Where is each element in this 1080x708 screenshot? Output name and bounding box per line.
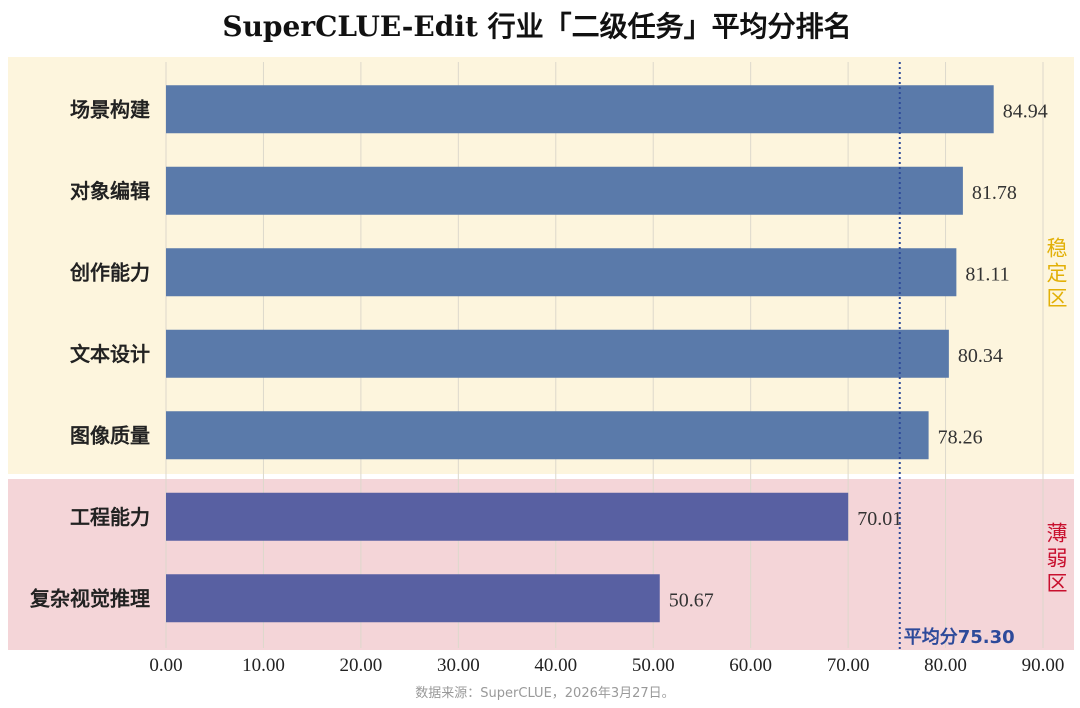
x-tick-label-1: 10.00	[242, 655, 285, 676]
bar-7	[166, 574, 660, 623]
x-tick-label-9: 90.00	[1022, 655, 1065, 676]
x-tick-label-5: 50.00	[632, 655, 675, 676]
x-tick-label-3: 30.00	[437, 655, 480, 676]
x-tick-label-8: 80.00	[924, 655, 967, 676]
x-tick-label-0: 0.00	[149, 655, 182, 676]
bars	[166, 85, 994, 623]
zone-label-1: 稳定区	[1047, 236, 1068, 310]
bar-6	[166, 492, 849, 541]
average-label: 平均分75.30	[904, 626, 1015, 648]
x-tick-label-6: 60.00	[729, 655, 772, 676]
value-label-7: 50.67	[669, 589, 714, 611]
bar-1	[166, 85, 994, 134]
category-label-1: 场景构建	[70, 97, 150, 121]
value-label-4: 80.34	[958, 345, 1003, 367]
category-label-7: 复杂视觉推理	[29, 586, 150, 610]
x-tick-label-7: 70.00	[827, 655, 870, 676]
bar-3	[166, 248, 957, 297]
value-label-5: 78.26	[938, 426, 983, 448]
chart-title: SuperCLUE-Edit 行业「二级任务」平均分排名	[222, 10, 851, 43]
source-note: 数据来源：SuperCLUE，2026年3月27日。	[415, 686, 674, 701]
x-tick-label-4: 40.00	[534, 655, 577, 676]
category-label-5: 图像质量	[70, 423, 150, 447]
zone-label-2: 薄弱区	[1047, 522, 1068, 596]
value-labels: 84.94 81.78 81.11 80.34 78.26 70.01 50.67	[669, 100, 1048, 611]
value-label-3: 81.11	[965, 263, 1009, 285]
category-label-4: 文本设计	[70, 342, 150, 366]
bar-5	[166, 411, 929, 460]
bar-2	[166, 166, 963, 215]
x-tick-label-2: 20.00	[340, 655, 383, 676]
value-label-2: 81.78	[972, 182, 1017, 204]
x-axis-ticks: 0.00 10.00 20.00 30.00 40.00 50.00 60.00 70.00 8…	[149, 655, 1064, 676]
category-label-6: 工程能力	[70, 505, 150, 529]
value-label-1: 84.94	[1003, 100, 1048, 122]
bar-4	[166, 329, 949, 378]
category-label-3: 创作能力	[69, 260, 150, 284]
value-label-6: 70.01	[857, 508, 902, 530]
category-label-2: 对象编辑	[70, 179, 150, 203]
